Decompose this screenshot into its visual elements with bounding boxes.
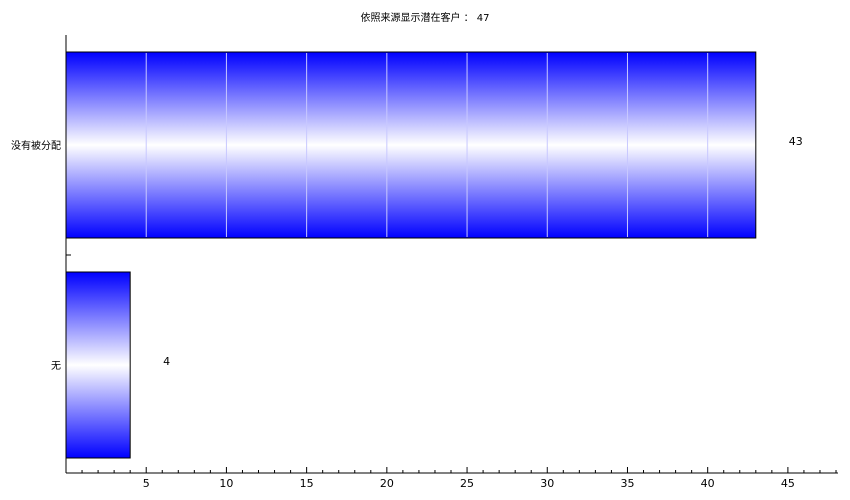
x-tick-label: 45 — [781, 477, 795, 490]
value-label: 43 — [789, 135, 803, 148]
x-tick-label: 20 — [380, 477, 394, 490]
value-label: 4 — [163, 355, 170, 368]
x-tick-label: 40 — [701, 477, 715, 490]
category-label: 无 — [51, 361, 61, 372]
bar — [65, 51, 757, 239]
x-tick-label: 25 — [460, 477, 474, 490]
bar-group — [65, 271, 131, 459]
chart-title: 依照来源显示潜在客户 ： 47 — [360, 13, 490, 24]
x-tick-label: 35 — [620, 477, 634, 490]
category-label: 没有被分配 — [11, 139, 61, 152]
x-tick-label: 15 — [300, 477, 314, 490]
x-tick-label: 5 — [143, 477, 150, 490]
bar — [65, 271, 131, 459]
x-tick-label: 30 — [540, 477, 554, 490]
x-tick-label: 10 — [219, 477, 233, 490]
bar-group — [65, 51, 757, 239]
